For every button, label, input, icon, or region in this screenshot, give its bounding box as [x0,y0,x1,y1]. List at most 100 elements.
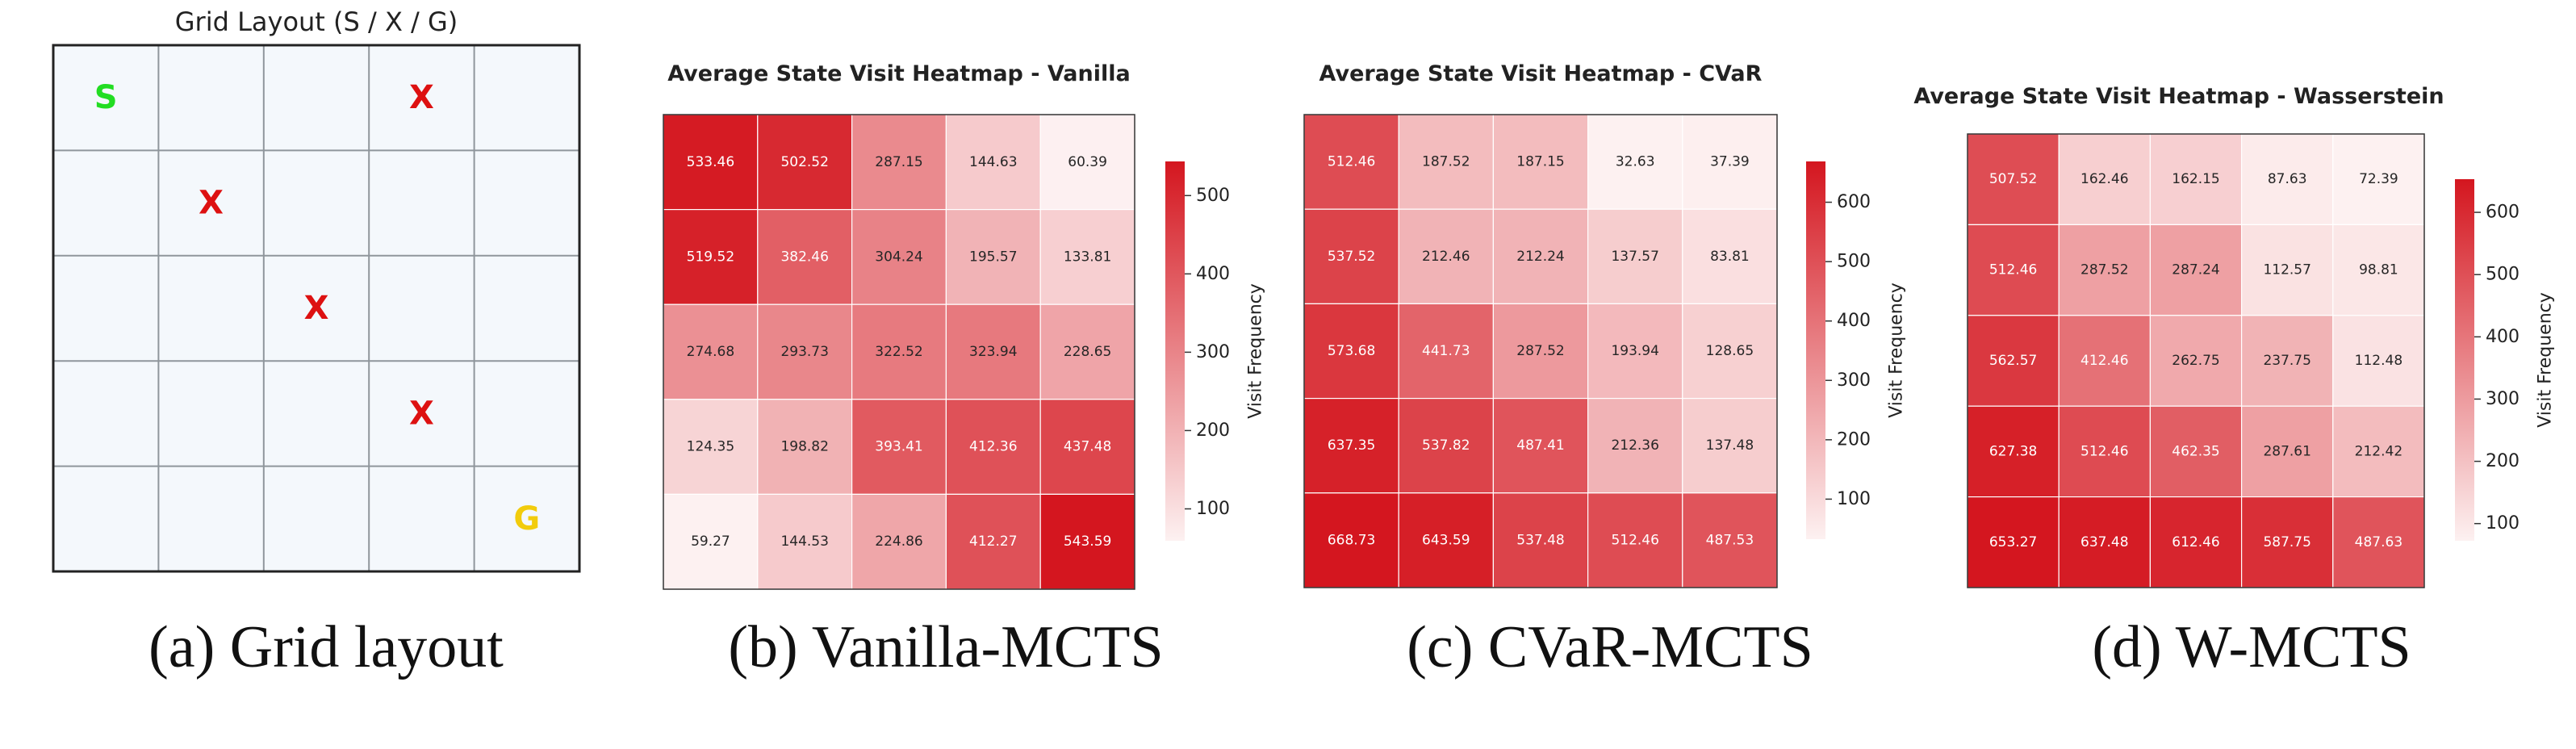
colorbar-tick-label: 100 [2486,513,2520,534]
heatmap-cell [1492,492,1589,588]
heatmap-cell-value: 653.27 [1989,534,2037,550]
heatmap-cell [1039,209,1135,305]
heatmap-cell [757,114,853,211]
heatmap-cell-value: 627.38 [1989,443,2037,459]
heatmap-cell-value: 162.15 [2172,171,2219,187]
heatmap-cell [2149,405,2243,498]
heatmap-cell [2241,315,2334,407]
heatmap-cell-value: 382.46 [780,249,828,265]
heatmap-cell-value: 124.35 [687,439,734,455]
heatmap-cell-value: 462.35 [2172,443,2219,459]
heatmap-cell-value: 262.75 [2172,353,2219,369]
heatmap-cell-value: 72.39 [2359,171,2398,187]
heatmap-cell [757,493,853,590]
heatmap-cell [2058,133,2151,226]
heatmap-cell-value: 487.41 [1516,437,1564,454]
heatmap-cell-value: 487.63 [2355,534,2402,550]
panel-grid-layout: Grid Layout (S / X / G) S X X X X G (a) Grid … [0,0,629,749]
panel-cvar: Average State Visit Heatmap - CVaR 512.4… [1275,0,1921,749]
heatmap-cell-value: 323.94 [969,344,1017,360]
caption-vanilla: (b) Vanilla-MCTS [728,614,1164,680]
heatmap-cell [1682,303,1778,400]
heatmap-cell-value: 212.42 [2355,443,2402,459]
grid-layout-title: Grid Layout (S / X / G) [174,6,458,37]
heatmap-cell-value: 60.39 [1068,154,1107,170]
heatmap-cell [1039,114,1135,211]
heatmap-cell [1967,405,2060,498]
colorbar-tick-label: 500 [2486,265,2520,285]
heatmap-cell-value: 274.68 [687,344,734,360]
heatmap-cell [1682,492,1778,588]
heatmap-cell [1587,492,1683,588]
colorbar-tick-label: 200 [1196,421,1230,441]
heatmap-cell-value: 137.48 [1706,437,1754,454]
heatmap-cell-value: 133.81 [1064,249,1111,265]
heatmap-cell-value: 32.63 [1616,154,1655,170]
heatmap-cell-value: 287.52 [1516,343,1564,359]
heatmap-cell [2332,224,2425,316]
heatmap-cell-value: 637.48 [2080,534,2128,550]
heatmap-cell-value: 543.59 [1064,534,1111,550]
wasserstein-heatmap-title: Average State Visit Heatmap - Wasserstei… [1913,84,2444,109]
heatmap-cell-value: 537.52 [1328,249,1375,265]
heatmap-cell-value: 562.57 [1989,353,2037,369]
heatmap-cell [663,209,759,305]
colorbar-tick-label: 100 [1196,499,1230,519]
heatmap-cell [1303,208,1399,305]
heatmap-cell-value: 573.68 [1328,343,1375,359]
heatmap-cell-value: 212.36 [1611,437,1658,454]
colorbar-tick-label: 300 [1196,342,1230,362]
grid-goal-marker: G [513,500,540,538]
grid-obstacle-marker: X [199,185,224,222]
heatmap-cell-value: 512.46 [1611,532,1658,548]
heatmap-cell-value: 112.57 [2263,262,2310,278]
heatmap-cell-value: 37.39 [1710,154,1750,170]
heatmap-cell [1682,208,1778,305]
heatmap-cell [945,399,1041,495]
heatmap-cell [2241,133,2334,226]
heatmap-cell-value: 412.27 [969,534,1017,550]
heatmap-cell [663,303,759,400]
heatmap-cell [1398,398,1494,494]
heatmap-cell [1303,114,1399,210]
heatmap-cell [851,399,947,495]
heatmap-cell [2332,133,2425,226]
heatmap-cell [851,493,947,590]
heatmap-cell-value: 212.24 [1516,249,1564,265]
heatmap-cell-value: 198.82 [780,439,828,455]
colorbar-tick-label: 100 [1837,489,1871,509]
heatmap-cell-value: 304.24 [875,249,922,265]
heatmap-cell [1398,114,1494,210]
heatmap-cell [1303,303,1399,400]
heatmap-cell [2058,224,2151,316]
heatmap-cell-value: 83.81 [1710,249,1750,265]
heatmap-cell-value: 507.52 [1989,171,2037,187]
colorbar-label: Visit Frequency [1246,283,1266,419]
heatmap-cell-value: 162.46 [2080,171,2128,187]
heatmap-cell-value: 212.46 [1422,249,1470,265]
wasserstein-heatmap-chart: 507.52 162.46 162.15 87.63 72.39 512.46 287.52… [1967,133,2556,588]
heatmap-cell [2058,315,2151,407]
heatmap-cell-value: 237.75 [2263,353,2310,369]
heatmap-cell-value: 224.86 [875,534,922,550]
heatmap-cell [945,303,1041,400]
heatmap-cell-value: 287.52 [2080,262,2128,278]
caption-wasserstein: (d) W-MCTS [2092,614,2411,680]
heatmap-cell [1682,114,1778,210]
heatmap-cell [945,114,1041,211]
heatmap-cell-value: 612.46 [2172,534,2219,550]
heatmap-cell [1967,133,2060,226]
heatmap-cell-value: 587.75 [2263,534,2310,550]
heatmap-cell-value: 144.53 [780,534,828,550]
heatmap-cell [2332,405,2425,498]
colorbar-tick-label: 300 [2486,389,2520,409]
heatmap-cell [2332,496,2425,588]
heatmap-border [1967,133,2425,588]
heatmap-cell [1039,303,1135,400]
heatmap-cell [2241,405,2334,498]
colorbar [2455,179,2474,541]
heatmap-cell-value: 533.46 [687,154,734,170]
panel-vanilla: Average State Visit Heatmap - Vanilla 53… [629,0,1275,749]
heatmap-cell-value: 59.27 [691,534,730,550]
